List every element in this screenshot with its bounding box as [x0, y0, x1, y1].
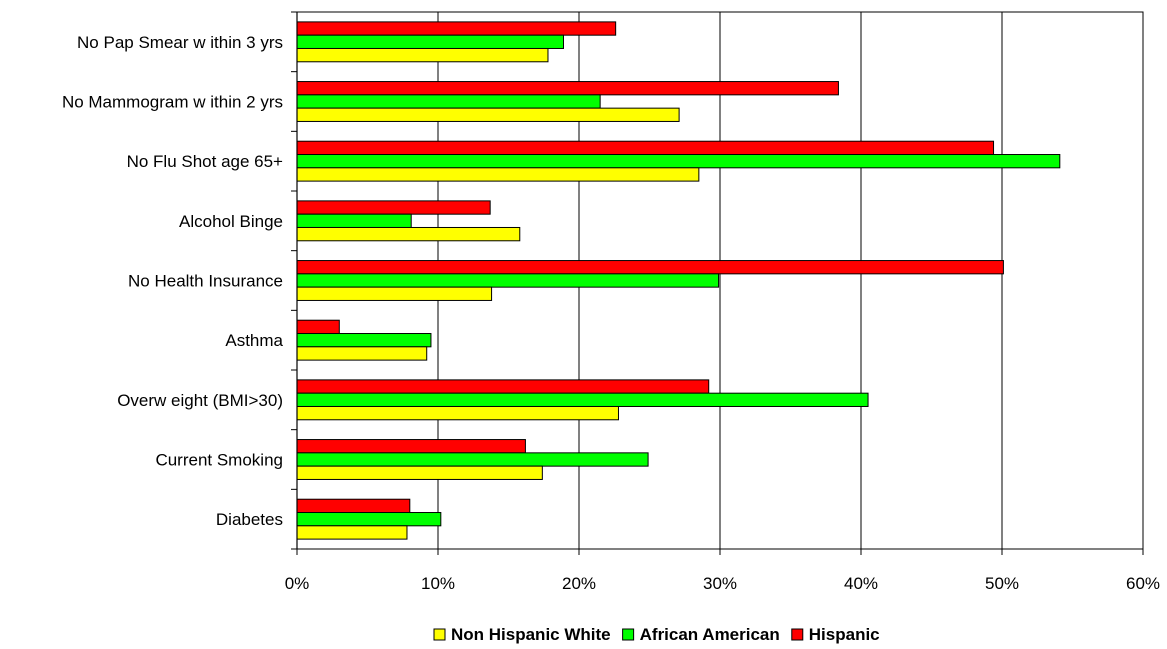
bar	[296, 333, 432, 348]
category-labels: No Pap Smear w ithin 3 yrs No Mammogram w…	[62, 33, 284, 529]
bar	[296, 379, 710, 394]
bar	[296, 498, 411, 514]
bar	[296, 140, 995, 156]
bar	[296, 346, 428, 361]
bar	[296, 81, 839, 96]
x-tick-label: 40%	[844, 574, 878, 593]
category-label: No Flu Shot age 65+	[127, 152, 283, 171]
legend-swatch	[791, 628, 804, 641]
legend-swatch	[433, 628, 446, 641]
bar	[296, 286, 493, 301]
bar	[296, 405, 619, 421]
legend-label: Non Hispanic White	[451, 625, 611, 644]
x-tick-label: 20%	[562, 574, 596, 593]
bar	[296, 512, 442, 527]
bar	[296, 319, 340, 335]
legend-label: African American	[640, 625, 780, 644]
category-label: Current Smoking	[155, 451, 283, 470]
bars	[296, 21, 1061, 540]
category-label: Asthma	[225, 331, 283, 350]
legend: Non Hispanic White African American Hispan…	[433, 625, 880, 644]
x-tick-label: 10%	[421, 574, 455, 593]
category-label: Alcohol Binge	[179, 212, 283, 231]
bar	[296, 260, 1004, 275]
bar	[296, 439, 526, 454]
bar	[296, 213, 412, 228]
bar	[296, 465, 543, 480]
bar	[296, 226, 521, 242]
x-tick-label: 60%	[1126, 574, 1160, 593]
x-tick-label: 30%	[703, 574, 737, 593]
bar	[296, 392, 869, 407]
bar	[296, 94, 601, 109]
legend-label: Hispanic	[809, 625, 880, 644]
bar	[296, 107, 680, 122]
bar	[296, 452, 649, 467]
legend-swatch	[622, 628, 635, 641]
x-tick-label: 0%	[285, 574, 310, 593]
bar	[296, 167, 700, 182]
x-tick-labels: 0% 10% 20% 30% 40% 50% 60%	[285, 574, 1160, 593]
category-label: Diabetes	[216, 510, 283, 529]
bar	[296, 21, 617, 36]
x-tick-label: 50%	[985, 574, 1019, 593]
bar	[296, 47, 549, 63]
category-label: No Health Insurance	[128, 272, 283, 291]
bar	[296, 525, 408, 540]
bar	[296, 200, 491, 215]
axes	[291, 11, 1144, 555]
bar	[296, 273, 720, 288]
category-label: Overw eight (BMI>30)	[117, 391, 283, 410]
category-label: No Mammogram w ithin 2 yrs	[62, 93, 283, 112]
bar	[296, 34, 564, 49]
bar	[296, 154, 1061, 169]
category-label: No Pap Smear w ithin 3 yrs	[77, 33, 283, 52]
